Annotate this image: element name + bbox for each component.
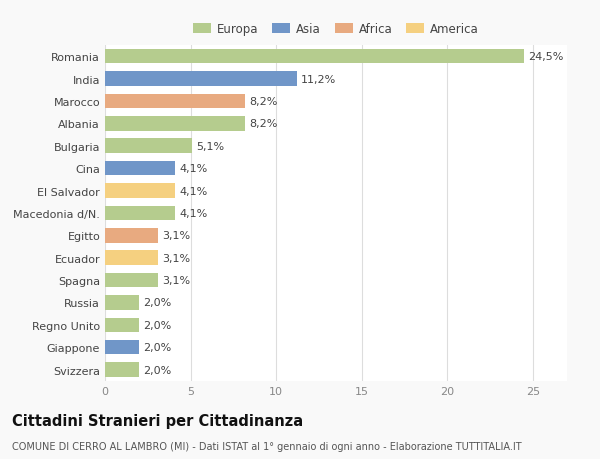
Text: 3,1%: 3,1% [163, 275, 190, 285]
Text: 2,0%: 2,0% [143, 320, 172, 330]
Text: 8,2%: 8,2% [250, 97, 278, 107]
Text: 4,1%: 4,1% [179, 164, 208, 174]
Bar [105, 50, 524, 64]
Bar [105, 206, 175, 221]
Text: 2,0%: 2,0% [143, 365, 172, 375]
Bar [105, 340, 139, 355]
Text: 4,1%: 4,1% [179, 186, 208, 196]
Bar [105, 273, 158, 288]
Bar [105, 95, 245, 109]
Text: 2,0%: 2,0% [143, 342, 172, 353]
Bar [105, 139, 192, 154]
Bar [105, 229, 158, 243]
Text: 3,1%: 3,1% [163, 231, 190, 241]
Text: 8,2%: 8,2% [250, 119, 278, 129]
Text: 3,1%: 3,1% [163, 253, 190, 263]
Bar [105, 318, 139, 332]
Text: COMUNE DI CERRO AL LAMBRO (MI) - Dati ISTAT al 1° gennaio di ogni anno - Elabora: COMUNE DI CERRO AL LAMBRO (MI) - Dati IS… [12, 441, 521, 451]
Legend: Europa, Asia, Africa, America: Europa, Asia, Africa, America [188, 18, 484, 41]
Text: 4,1%: 4,1% [179, 208, 208, 218]
Bar [105, 162, 175, 176]
Bar [105, 184, 175, 198]
Bar [105, 117, 245, 131]
Text: 24,5%: 24,5% [529, 52, 564, 62]
Text: 5,1%: 5,1% [197, 141, 224, 151]
Bar [105, 296, 139, 310]
Text: 11,2%: 11,2% [301, 74, 336, 84]
Bar [105, 251, 158, 265]
Text: Cittadini Stranieri per Cittadinanza: Cittadini Stranieri per Cittadinanza [12, 413, 303, 428]
Text: 2,0%: 2,0% [143, 298, 172, 308]
Bar [105, 72, 296, 87]
Bar [105, 363, 139, 377]
